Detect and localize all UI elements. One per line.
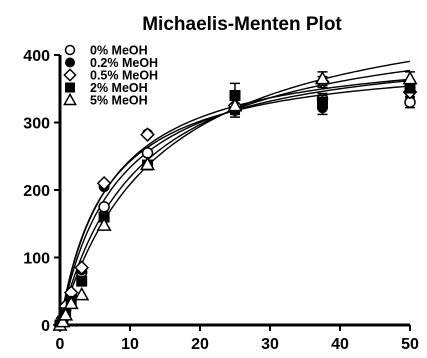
x-tick-label: 20 <box>191 336 209 353</box>
x-tick-label: 30 <box>261 336 279 353</box>
legend-label: 0% MeOH <box>90 44 148 58</box>
data-point <box>76 275 88 287</box>
data-point <box>98 201 110 213</box>
y-tick-label: 200 <box>23 183 50 200</box>
legend-label: 2% MeOH <box>90 81 148 95</box>
x-tick-label: 10 <box>121 336 139 353</box>
legend-label: 0.2% MeOH <box>90 56 158 70</box>
data-point <box>317 96 328 108</box>
fit-curve <box>59 85 411 326</box>
data-point <box>402 70 418 85</box>
y-tick-label: 0 <box>41 318 50 335</box>
chart-title: Michaelis-Menten Plot <box>142 14 342 35</box>
y-tick-label: 300 <box>23 116 50 133</box>
data-point <box>63 92 77 106</box>
data-point <box>96 175 112 191</box>
data-point <box>74 286 90 301</box>
data-point <box>227 97 243 112</box>
data-point <box>139 156 156 171</box>
x-tick-label: 50 <box>401 336 419 353</box>
data-point <box>55 313 71 328</box>
data-point <box>65 57 75 68</box>
data-point <box>63 68 77 82</box>
data-point <box>96 217 112 231</box>
legend-label: 5% MeOH <box>90 94 148 108</box>
data-point <box>141 147 154 159</box>
data-point <box>65 82 75 93</box>
data-point <box>64 44 76 56</box>
data-point <box>58 307 74 321</box>
axes: 0 10 20 30 40 50 0 100 200 300 400 <box>23 48 419 353</box>
y-tick-label: 100 <box>23 251 50 268</box>
legend-label: 0.5% MeOH <box>90 69 158 83</box>
data-point <box>140 127 155 142</box>
data-points <box>52 70 418 333</box>
y-tick-label: 400 <box>23 48 50 65</box>
data-point <box>74 260 90 275</box>
data-point <box>63 295 79 310</box>
data-point <box>314 70 331 85</box>
x-tick-label: 40 <box>331 336 349 353</box>
x-tick-label: 0 <box>56 336 65 353</box>
